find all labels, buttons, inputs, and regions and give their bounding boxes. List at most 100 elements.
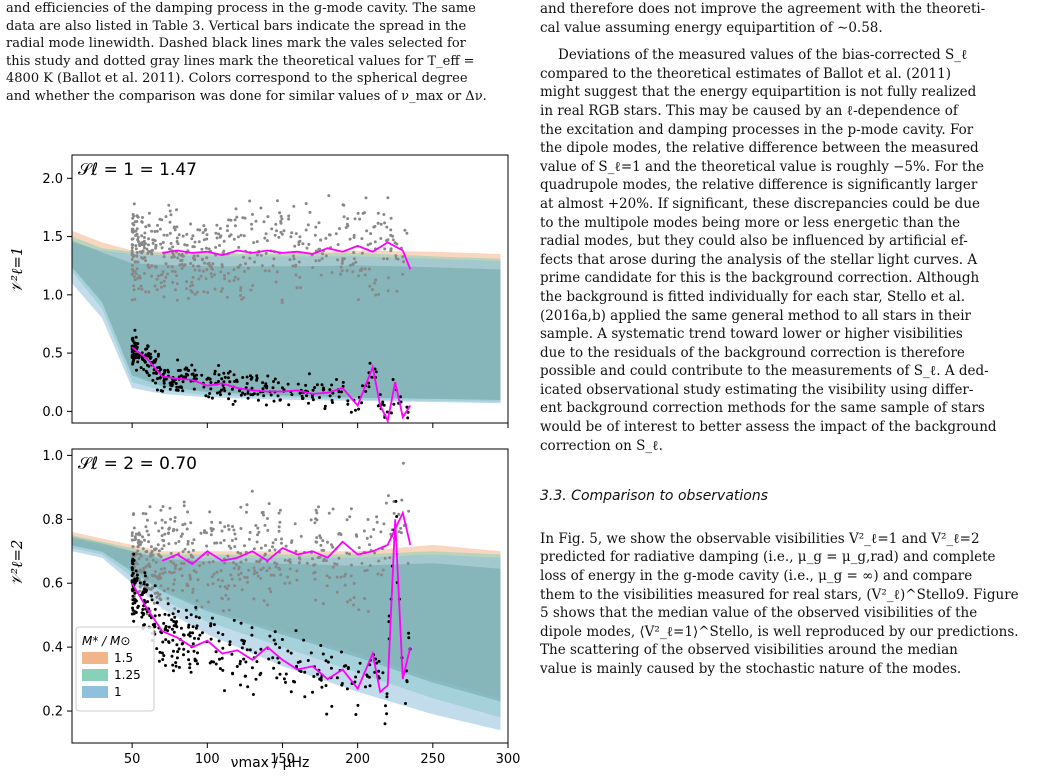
- scatter-point-black: [222, 371, 226, 375]
- scatter-point-gray: [321, 252, 324, 256]
- scatter-point-gray: [140, 243, 144, 247]
- scatter-point-gray: [273, 548, 277, 552]
- scatter-point-gray: [137, 287, 141, 291]
- text-line: Deviations of the measured values of the…: [558, 47, 968, 64]
- scatter-point-black: [323, 404, 327, 408]
- scatter-point-gray: [134, 551, 138, 555]
- scatter-point-gray: [244, 262, 247, 266]
- scatter-point-black: [202, 385, 206, 389]
- scatter-point-gray: [263, 236, 267, 240]
- scatter-point-black: [131, 608, 135, 612]
- scatter-point-black: [357, 407, 361, 411]
- scatter-point-gray: [159, 508, 163, 512]
- scatter-point-black: [287, 403, 291, 407]
- visibility-chart: 0.0 0.5 1.0 1.5 2.0 50 100 150 200 250 300 0.2 0.4 0.…: [8, 154, 520, 771]
- scatter-point-gray: [141, 535, 145, 539]
- scatter-point-gray: [341, 257, 345, 261]
- scatter-point-gray: [298, 235, 302, 239]
- scatter-point-black: [166, 602, 170, 606]
- scatter-point-black: [216, 631, 220, 635]
- scatter-point-gray: [314, 598, 318, 602]
- scatter-point-gray: [279, 230, 283, 234]
- scatter-point-gray: [159, 584, 163, 588]
- scatter-point-black: [250, 633, 254, 637]
- scatter-point-gray: [259, 568, 263, 572]
- text-line: possible and could contribute to the mea…: [540, 363, 989, 380]
- scatter-point-gray: [205, 544, 209, 548]
- scatter-point-black: [153, 349, 157, 353]
- scatter-point-black: [219, 393, 222, 397]
- scatter-point-gray: [159, 242, 163, 246]
- scatter-point-gray: [394, 256, 398, 260]
- scatter-point-black: [222, 380, 226, 384]
- scatter-point-gray: [198, 564, 201, 568]
- scatter-point-gray: [239, 527, 243, 530]
- scatter-point-gray: [221, 609, 225, 613]
- scatter-point-black: [146, 600, 150, 604]
- scatter-point-black: [244, 660, 248, 664]
- scatter-point-gray: [229, 218, 233, 222]
- scatter-point-gray: [190, 555, 194, 559]
- text-line: and therefore does not improve the agree…: [540, 1, 986, 17]
- scatter-point-black: [166, 629, 170, 633]
- y-tick-label: 2.0: [42, 172, 63, 187]
- scatter-point-black: [391, 378, 395, 381]
- scatter-point-black: [246, 396, 250, 400]
- scatter-point-black: [146, 344, 150, 348]
- scatter-point-gray: [305, 246, 309, 250]
- scatter-point-gray: [140, 234, 144, 238]
- scatter-point-black: [242, 657, 246, 661]
- scatter-point-black: [133, 356, 137, 360]
- scatter-point-black: [303, 695, 307, 699]
- scatter-point-black: [389, 411, 393, 415]
- x-tick-label: 300: [496, 752, 520, 767]
- scatter-point-black: [167, 641, 171, 644]
- scatter-point-black: [194, 606, 198, 609]
- scatter-point-black: [139, 366, 143, 370]
- scatter-point-gray: [339, 272, 342, 276]
- scatter-point-gray: [146, 263, 150, 267]
- scatter-point-gray: [145, 518, 149, 522]
- scatter-point-gray: [173, 567, 177, 571]
- scatter-point-black: [181, 641, 185, 645]
- scatter-point-gray: [132, 512, 136, 516]
- scatter-point-gray: [255, 571, 259, 575]
- scatter-point-gray: [266, 528, 270, 532]
- scatter-point-gray: [321, 602, 325, 606]
- scatter-point-gray: [392, 511, 396, 515]
- scatter-point-gray: [383, 556, 387, 560]
- scatter-point-black: [193, 636, 196, 640]
- scatter-point-gray: [223, 525, 227, 529]
- scatter-point-black: [262, 394, 266, 398]
- scatter-point-gray: [131, 243, 135, 247]
- legend-label-1-25: 1.25: [114, 668, 141, 682]
- scatter-point-gray: [162, 544, 166, 548]
- scatter-point-black: [192, 649, 196, 653]
- scatter-point-gray: [243, 575, 247, 579]
- scatter-point-gray: [161, 505, 165, 509]
- scatter-point-black: [181, 380, 185, 384]
- scatter-point-gray: [139, 284, 143, 288]
- scatter-point-black: [261, 387, 265, 391]
- scatter-point-gray: [388, 556, 392, 560]
- scatter-point-black: [303, 670, 307, 674]
- scatter-point-gray: [256, 533, 259, 537]
- scatter-point-black: [381, 671, 385, 675]
- scatter-point-gray: [174, 288, 177, 292]
- scatter-point-black: [220, 656, 224, 660]
- scatter-point-gray: [372, 225, 376, 229]
- scatter-point-gray: [274, 280, 278, 284]
- scatter-point-gray: [134, 272, 138, 276]
- scatter-point-gray: [279, 573, 283, 577]
- scatter-point-gray: [214, 245, 218, 249]
- scatter-point-black: [131, 339, 135, 343]
- scatter-point-black: [144, 353, 148, 357]
- scatter-point-black: [142, 591, 146, 595]
- scatter-point-black: [340, 683, 344, 687]
- scatter-point-gray: [315, 540, 319, 544]
- scatter-point-black: [271, 656, 275, 660]
- scatter-point-black: [272, 380, 275, 383]
- scatter-point-gray: [153, 284, 157, 288]
- scatter-point-gray: [136, 235, 140, 239]
- scatter-point-gray: [293, 522, 297, 526]
